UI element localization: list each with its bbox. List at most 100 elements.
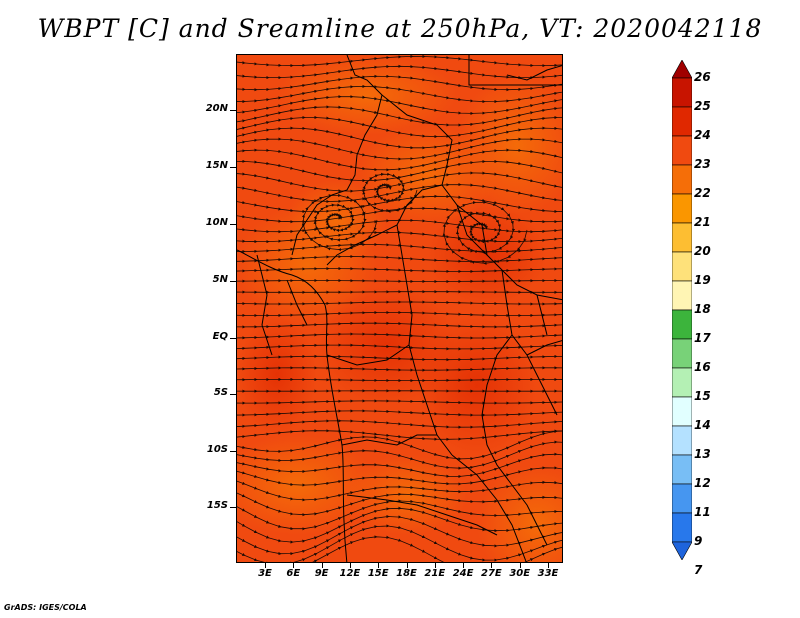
latitude-label: 10N	[205, 217, 228, 228]
streamline	[237, 300, 562, 306]
streamline	[237, 354, 562, 362]
colorbar-swatch	[671, 512, 693, 543]
colorbar-swatch	[671, 193, 693, 224]
longitude-tick	[321, 563, 323, 568]
longitude-tick	[519, 563, 521, 568]
streamline	[237, 366, 562, 372]
colorbar-swatch	[671, 541, 693, 561]
streamline	[237, 266, 562, 274]
latitude-label: 5N	[212, 274, 228, 285]
longitude-label: 15E	[367, 568, 389, 579]
longitude-label: 30E	[509, 568, 531, 579]
latitude-tick	[230, 167, 236, 168]
streamline	[241, 535, 562, 562]
colorbar-label: 20	[694, 244, 711, 258]
colorbar-label: 15	[694, 389, 711, 403]
longitude-tick	[293, 563, 295, 568]
colorbar-label: 18	[694, 302, 711, 316]
streamline	[237, 321, 562, 329]
country-boundaries	[237, 55, 562, 562]
latitude-label: 15N	[205, 160, 228, 171]
colorbar-swatch	[671, 338, 693, 369]
longitude-tick	[434, 563, 436, 568]
latitude-tick	[230, 394, 236, 395]
colorbar-label: 19	[694, 273, 711, 287]
streamline	[237, 343, 562, 351]
longitude-label: 9E	[314, 568, 329, 579]
longitude-tick	[406, 563, 408, 568]
latitude-tick	[230, 110, 236, 111]
colorbar-label: 21	[694, 215, 711, 229]
longitude-label: 18E	[396, 568, 417, 579]
colorbar-swatch	[671, 367, 693, 398]
latitude-label: 10S	[206, 444, 228, 455]
longitude-label: 33E	[537, 568, 559, 579]
map-title: WBPT [C] and Sreamline at 250hPa, VT: 20…	[37, 14, 763, 43]
colorbar-swatch	[671, 280, 693, 311]
colorbar-label: 11	[694, 505, 711, 519]
colorbar-label: 16	[694, 360, 711, 374]
longitude-label: 6E	[286, 568, 301, 579]
streamline	[362, 172, 418, 213]
colorbar-swatch	[671, 222, 693, 253]
colorbar-swatch	[671, 396, 693, 427]
streamline	[237, 332, 562, 340]
colorbar-label: 12	[694, 476, 711, 490]
latitude-label: 20N	[205, 103, 228, 114]
colorbar-swatch	[671, 164, 693, 195]
longitude-tick	[463, 563, 465, 568]
map-canvas	[237, 55, 562, 562]
colorbar-swatch	[671, 454, 693, 485]
colorbar-swatch	[671, 425, 693, 456]
streamline	[301, 193, 378, 252]
longitude-label: 24E	[452, 568, 474, 579]
colorbar-swatch	[671, 251, 693, 282]
latitude-tick	[230, 224, 236, 225]
colorbar-label: 25	[694, 99, 711, 113]
colorbar-label: 14	[694, 418, 711, 432]
streamline	[237, 399, 562, 405]
colorbar-label: 23	[694, 157, 711, 171]
longitude-tick	[265, 563, 266, 568]
colorbar-swatch	[671, 59, 693, 79]
streamline	[237, 377, 562, 383]
longitude-tick	[491, 563, 493, 568]
colorbar-swatch	[671, 135, 693, 166]
colorbar-label: 17	[694, 331, 711, 345]
longitude-label: 12E	[339, 568, 361, 579]
longitude-tick	[378, 563, 380, 568]
longitude-tick	[548, 563, 549, 568]
colorbar-label: 24	[694, 128, 711, 142]
colorbar-swatches	[671, 59, 693, 561]
map-plot-area	[236, 54, 563, 563]
colorbar-swatch	[671, 483, 693, 514]
latitude-label: 5S	[213, 387, 228, 398]
software-credit: GrADS: IGES/COLA	[4, 603, 87, 612]
streamline	[237, 419, 562, 429]
streamline	[442, 200, 528, 265]
latitude-tick	[230, 507, 236, 508]
longitude-label: 3E	[258, 568, 272, 579]
latitude-tick	[230, 338, 236, 339]
streamline	[237, 409, 562, 417]
latitude-tick	[230, 451, 236, 452]
streamline	[237, 278, 562, 284]
streamline	[237, 310, 562, 318]
latitude-tick	[230, 281, 236, 282]
longitude-label: 27E	[481, 568, 502, 579]
colorbar-swatch	[671, 77, 693, 108]
colorbar-label: 22	[694, 186, 711, 200]
colorbar-label: 26	[694, 70, 711, 84]
longitude-label: 21E	[424, 568, 446, 579]
colorbar	[671, 59, 693, 564]
colorbar-label: 9	[694, 534, 703, 548]
latitude-label: EQ	[212, 331, 228, 342]
longitude-tick	[349, 563, 351, 568]
colorbar-label: 13	[694, 447, 711, 461]
colorbar-swatch	[671, 106, 693, 137]
streamlines	[237, 55, 562, 562]
latitude-label: 15S	[206, 500, 228, 511]
colorbar-label: 7	[694, 563, 703, 577]
streamline	[237, 290, 562, 294]
colorbar-swatch	[671, 309, 693, 340]
